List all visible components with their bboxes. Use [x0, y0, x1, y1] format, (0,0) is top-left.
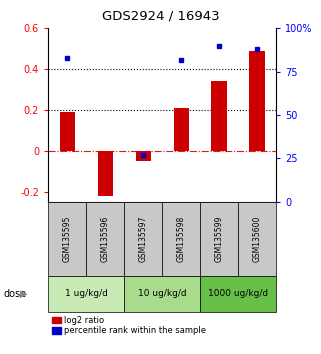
Bar: [238, 202, 276, 276]
Text: GSM135598: GSM135598: [177, 216, 186, 262]
Text: ▶: ▶: [20, 289, 27, 299]
Text: GSM135600: GSM135600: [253, 216, 262, 262]
Bar: [48, 202, 86, 276]
Bar: [135, 151, 151, 161]
Bar: [98, 151, 113, 196]
Text: GSM135595: GSM135595: [63, 216, 72, 262]
Bar: [48, 276, 124, 312]
Text: GDS2924 / 16943: GDS2924 / 16943: [102, 10, 219, 22]
Bar: [86, 202, 124, 276]
Bar: [124, 276, 200, 312]
Bar: [200, 202, 238, 276]
Bar: [200, 276, 276, 312]
Bar: [173, 108, 189, 151]
Bar: [60, 112, 75, 151]
Text: 1 ug/kg/d: 1 ug/kg/d: [65, 289, 108, 298]
Text: 1000 ug/kg/d: 1000 ug/kg/d: [208, 289, 268, 298]
Bar: [162, 202, 200, 276]
Bar: [124, 202, 162, 276]
Bar: [212, 81, 227, 151]
Legend: log2 ratio, percentile rank within the sample: log2 ratio, percentile rank within the s…: [52, 316, 206, 335]
Text: GSM135599: GSM135599: [214, 216, 224, 262]
Text: GSM135596: GSM135596: [100, 216, 110, 262]
Text: dose: dose: [3, 289, 26, 299]
Bar: [249, 51, 265, 151]
Text: 10 ug/kg/d: 10 ug/kg/d: [138, 289, 187, 298]
Text: GSM135597: GSM135597: [139, 216, 148, 262]
